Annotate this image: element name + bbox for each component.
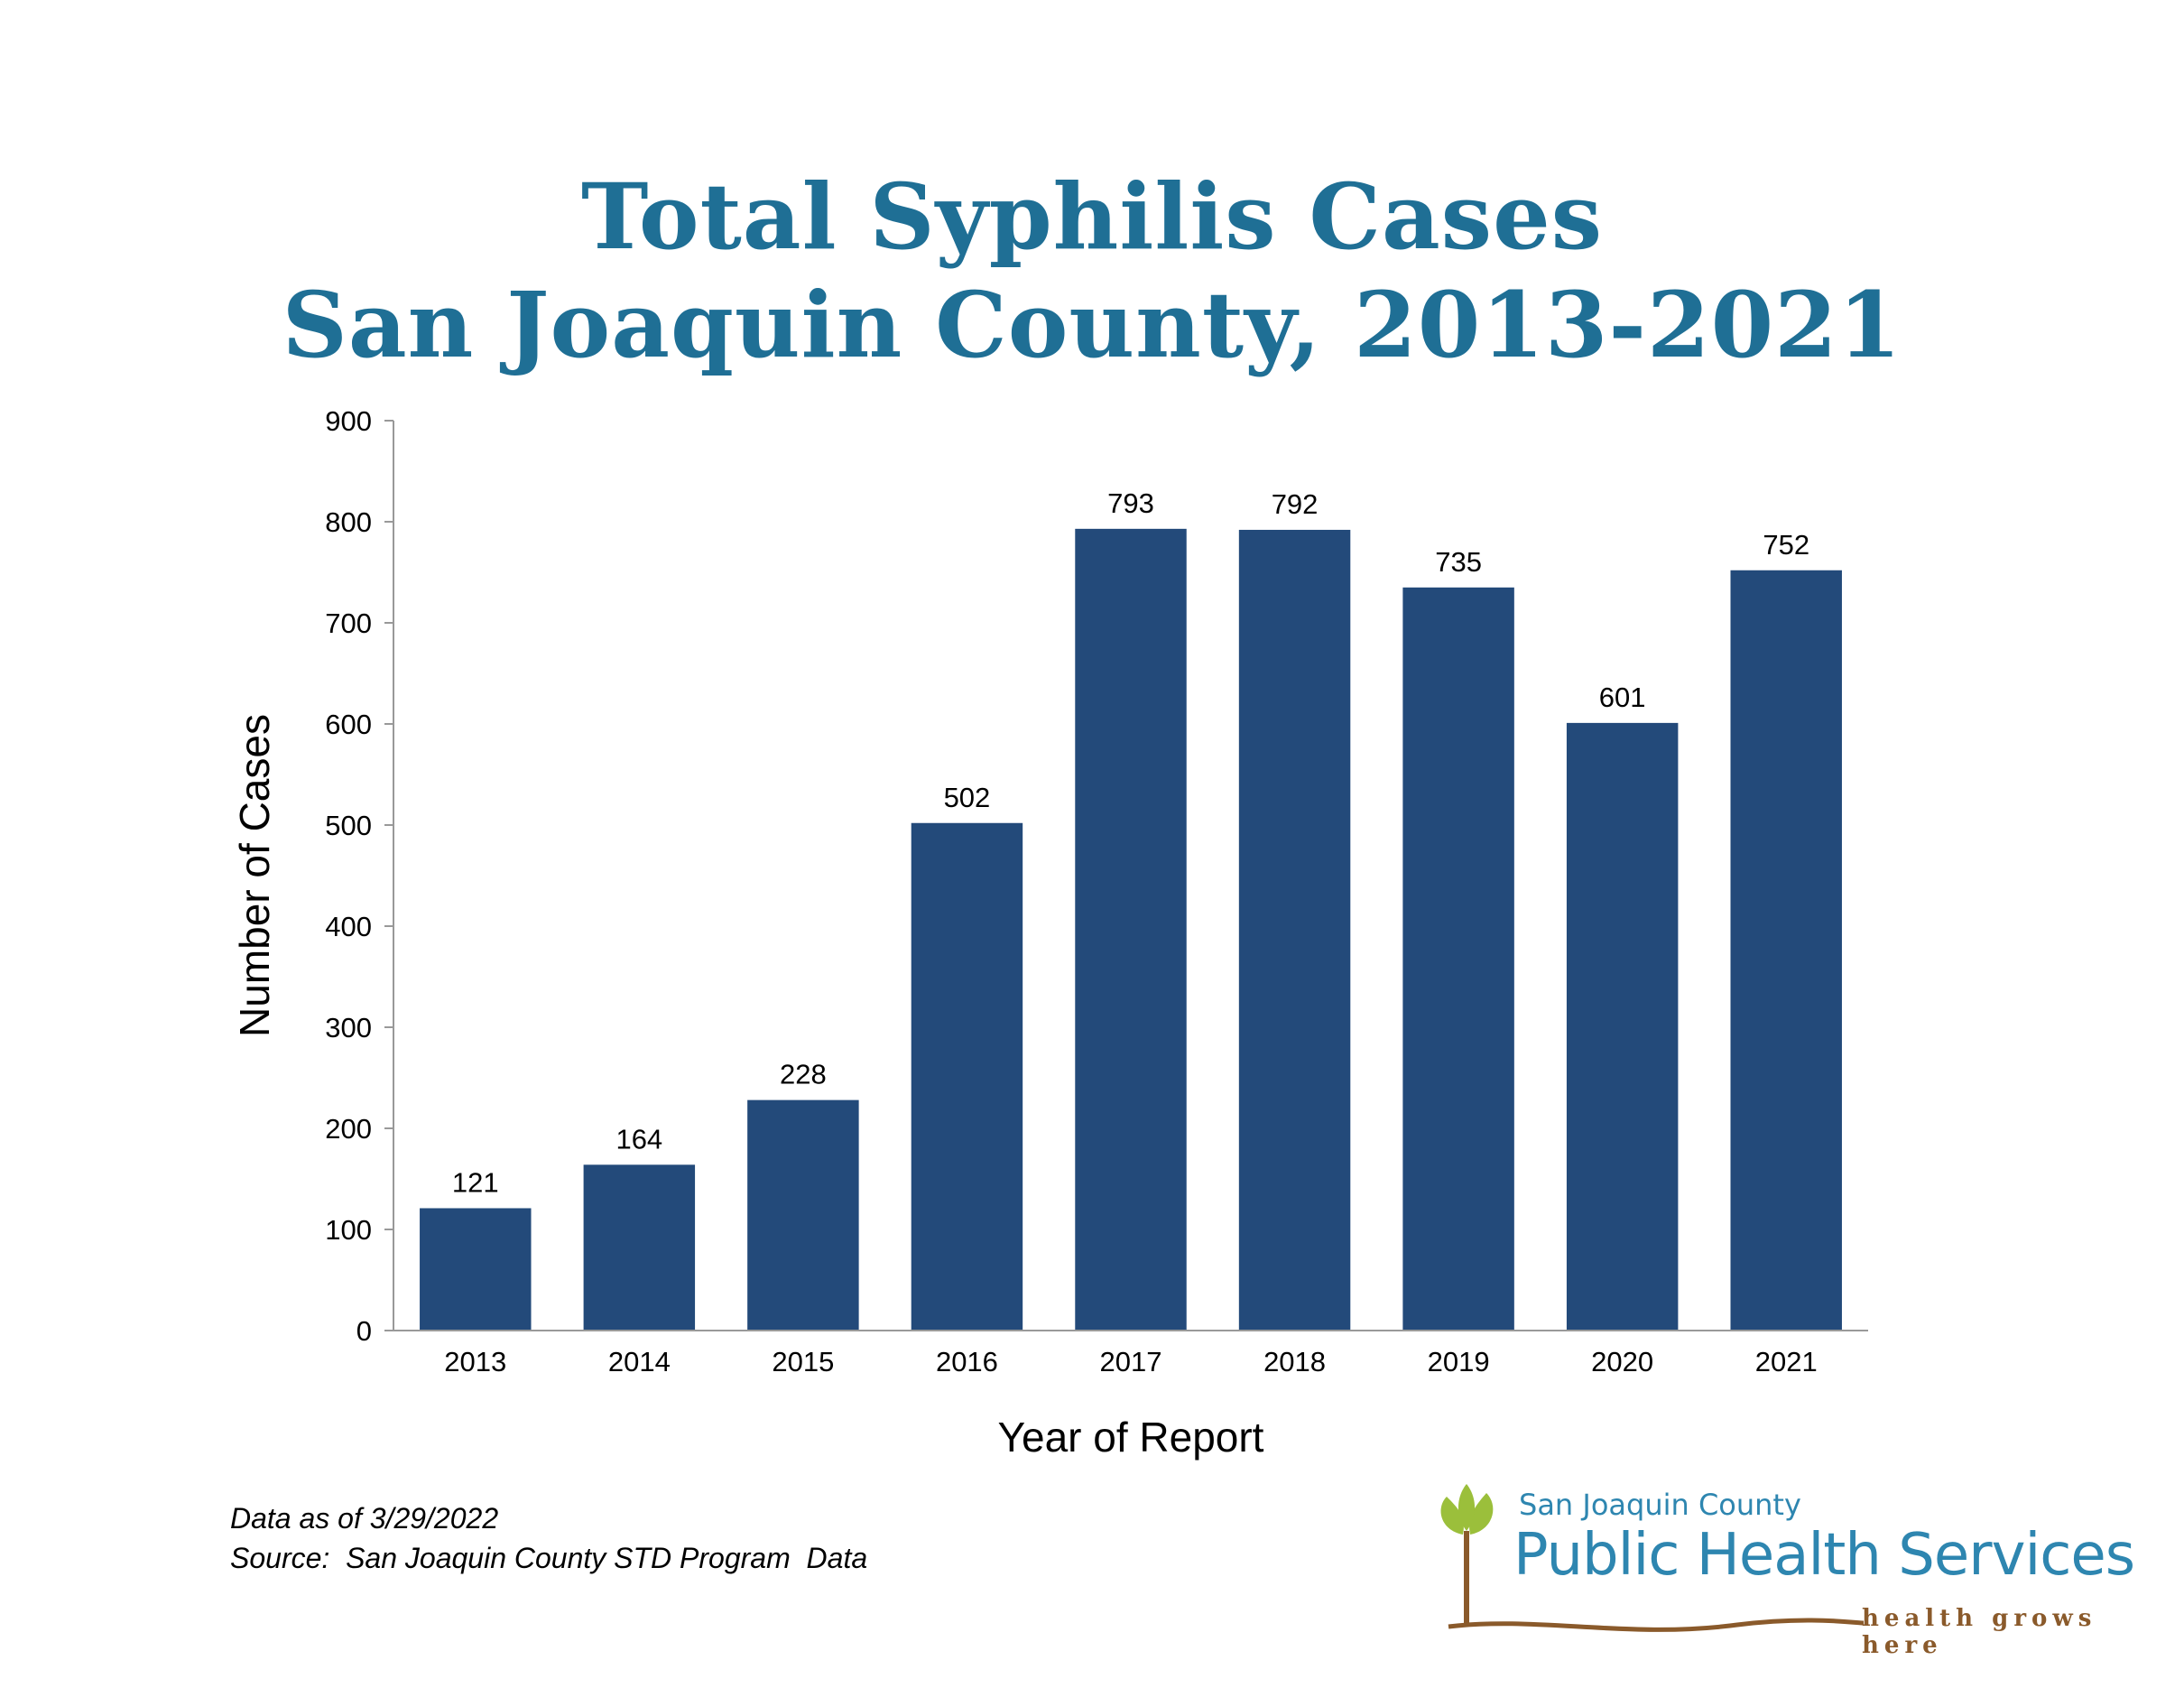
source-note: Source: San Joaquin County STD Program D… [230,1542,868,1574]
bar-2014 [583,1164,696,1331]
x-tick-label: 2019 [1428,1346,1490,1377]
x-axis-ticks: 2013 2014 2015 2016 2017 2018 2019 2020 2021 [444,1346,1817,1377]
data-date-note: Data as of 3/29/2022 [230,1502,499,1535]
public-health-logo: San Joaquin County Public Health Service… [1430,1480,2170,1659]
bar-value-label: 164 [615,1123,662,1155]
y-tick-label: 300 [325,1012,372,1043]
bar-value-label: 502 [944,782,991,813]
y-tick-label: 600 [325,709,372,740]
y-axis-ticks: 0 100 200 300 400 500 600 700 800 900 [325,405,393,1347]
bars [420,528,1842,1331]
y-axis-label: Number of Cases [231,714,278,1037]
bar-value-label: 793 [1107,487,1154,519]
x-tick-label: 2013 [444,1346,506,1377]
y-tick-label: 100 [325,1214,372,1246]
bar-2016 [911,822,1023,1331]
logo-tagline: health grows here [1862,1605,2097,1659]
x-tick-label: 2016 [936,1346,998,1377]
bar-2017 [1075,528,1187,1331]
bar-value-label: 121 [452,1166,499,1198]
y-tick-label: 800 [325,506,372,538]
bar-value-label: 601 [1599,682,1646,713]
bar-value-label: 735 [1435,546,1482,578]
logo-main-text: Public Health Services [1513,1522,2135,1589]
x-tick-label: 2014 [608,1346,671,1377]
x-tick-label: 2020 [1591,1346,1653,1377]
bar-value-label: 228 [780,1059,827,1090]
x-tick-label: 2018 [1263,1346,1326,1377]
bar-2020 [1566,722,1679,1331]
y-tick-label: 0 [356,1315,372,1347]
bar-2019 [1402,587,1514,1331]
bar-2013 [420,1208,532,1331]
x-axis-label: Year of Report [998,1414,1264,1461]
y-tick-label: 400 [325,911,372,942]
bar-value-label: 752 [1763,529,1809,561]
y-tick-label: 700 [325,607,372,639]
bar-2015 [747,1099,859,1331]
x-tick-label: 2017 [1100,1346,1162,1377]
bar-data-labels: 121 164 228 502 793 792 735 601 752 [452,487,1809,1199]
y-tick-label: 900 [325,405,372,437]
tree-logo-icon [1440,1484,1865,1632]
bar-2021 [1730,570,1842,1331]
x-tick-label: 2015 [772,1346,834,1377]
y-tick-label: 500 [325,810,372,841]
x-tick-label: 2021 [1755,1346,1818,1377]
chart-notes: Data as of 3/29/2022 Source: San Joaquin… [230,1498,867,1578]
y-tick-label: 200 [325,1113,372,1145]
bar-chart: 0 100 200 300 400 500 600 700 800 900 121 164 228 50… [231,405,1868,1461]
bar-2018 [1238,529,1351,1331]
chart-subtitle: San Joaquin County, 2013-2021 [282,272,1902,378]
logo-county-text: San Joaquin County [1519,1488,1801,1522]
bar-value-label: 792 [1272,488,1319,520]
chart-title: Total Syphilis Cases [580,163,1604,270]
